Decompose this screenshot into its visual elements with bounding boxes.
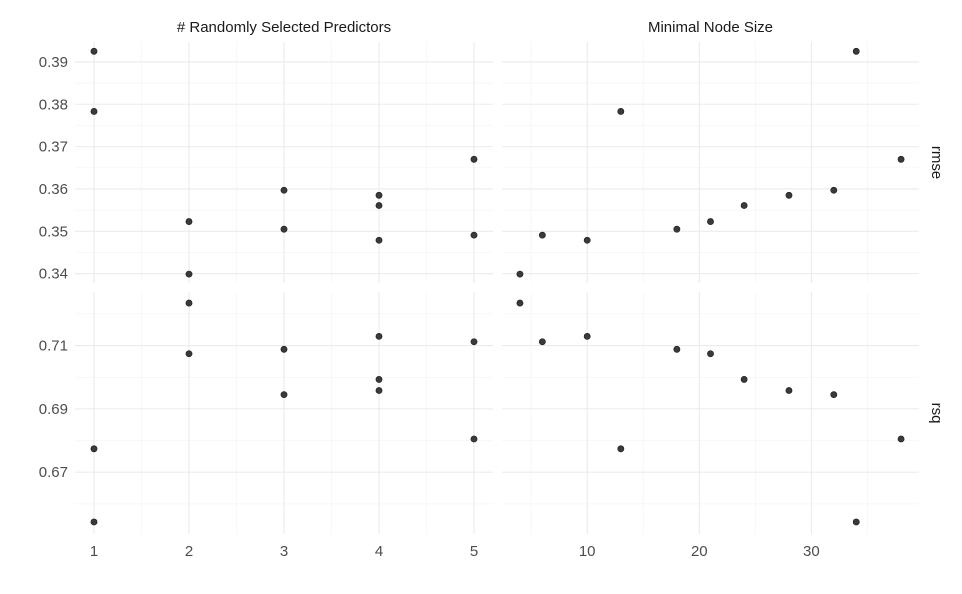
data-point [375, 332, 383, 340]
data-point [185, 350, 193, 358]
data-point [538, 231, 546, 239]
gridlines [75, 42, 919, 534]
data-point [673, 225, 681, 233]
data-point [280, 345, 288, 353]
data-point [897, 435, 905, 443]
data-point [617, 445, 625, 453]
data-point [673, 345, 681, 353]
data-point [280, 225, 288, 233]
data-point [852, 47, 860, 55]
y-tick-label: 0.67 [39, 464, 68, 481]
x-tick-label: 4 [375, 543, 383, 560]
y-tick-label: 0.35 [39, 223, 68, 240]
data-point [785, 387, 793, 394]
x-tick-label: 2 [185, 543, 193, 560]
data-point [375, 236, 383, 244]
data-point [375, 202, 383, 209]
panel-points [90, 47, 478, 278]
data-point [185, 218, 193, 225]
data-point [538, 338, 546, 346]
data-point [516, 270, 524, 278]
facet-row-title: rmse [928, 146, 945, 179]
x-tick-label: 1 [90, 543, 98, 560]
data-point [707, 218, 714, 225]
x-tick-label: 20 [691, 543, 708, 560]
x-tick-label: 30 [803, 543, 820, 560]
data-point [470, 435, 478, 443]
x-tick-label: 3 [280, 543, 288, 560]
data-point [852, 518, 860, 526]
y-tick-label: 0.39 [39, 54, 68, 71]
data-point [375, 191, 383, 199]
data-point [785, 191, 793, 199]
data-point [470, 338, 478, 346]
x-tick-label: 5 [470, 543, 478, 560]
data-point [470, 155, 478, 163]
data-point [90, 445, 98, 453]
data-point [583, 332, 591, 340]
data-point [185, 270, 193, 278]
data-point [90, 108, 98, 115]
data-point [897, 155, 905, 163]
facet-column-title: # Randomly Selected Predictors [177, 19, 391, 36]
data-point [740, 202, 748, 209]
facet-column-title: Minimal Node Size [648, 19, 773, 36]
data-point [617, 108, 625, 115]
data-point [375, 387, 383, 394]
y-tick-label: 0.37 [39, 139, 68, 156]
y-tick-label: 0.71 [39, 338, 68, 355]
panel-points [90, 299, 478, 526]
y-tick-label: 0.69 [39, 401, 68, 418]
panel-points [516, 47, 905, 278]
data-point [185, 299, 193, 307]
facet-row-title: rsq [928, 403, 945, 424]
data-point [516, 299, 524, 307]
y-tick-label: 0.38 [39, 96, 68, 113]
data-point [830, 186, 838, 194]
y-tick-label: 0.34 [39, 266, 68, 283]
data-point [280, 186, 288, 194]
data-point [583, 236, 591, 244]
y-tick-label: 0.36 [39, 181, 68, 198]
data-point [740, 376, 748, 383]
data-point [707, 350, 714, 358]
x-tick-label: 10 [579, 543, 596, 560]
panel-points [516, 299, 905, 526]
data-point [280, 391, 288, 399]
data-point [830, 391, 838, 399]
data-point [470, 231, 478, 239]
data-point [375, 376, 383, 383]
data-point [90, 47, 98, 55]
data-point [90, 518, 98, 526]
